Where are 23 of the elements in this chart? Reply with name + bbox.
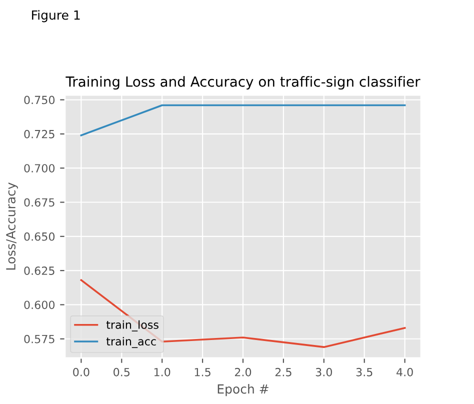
x-tick-label: 0.0 — [73, 368, 90, 376]
y-tick-label: 0.625 — [24, 266, 54, 275]
y-tick-label: 0.675 — [24, 198, 54, 207]
x-tick-label: 0.5 — [114, 368, 130, 376]
x-axis-title: Epoch # — [218, 384, 268, 396]
x-tick-label: 2.0 — [234, 368, 252, 376]
caption: Figure 1 — [32, 10, 80, 22]
y-tick-label: 0.575 — [24, 334, 54, 344]
x-tick-label: 2.5 — [275, 368, 292, 376]
legend-label: train_acc — [106, 336, 156, 348]
x-tick-label: 4.0 — [396, 368, 413, 376]
y-tick-label: 0.700 — [24, 164, 55, 172]
x-tick-label: 1.5 — [194, 368, 210, 376]
y-axis-title: Loss/Accuracy — [6, 182, 18, 270]
x-tick-label: 3.0 — [316, 368, 332, 376]
x-tick-label: 3.5 — [356, 368, 372, 376]
y-tick-label: 0.600 — [24, 300, 55, 310]
y-tick-label: 0.650 — [24, 232, 55, 241]
x-tick-label: 1.0 — [154, 368, 170, 376]
legend-label: train_loss — [106, 320, 158, 332]
y-tick-label: 0.750 — [24, 96, 55, 104]
y-tick-label: 0.725 — [24, 130, 54, 138]
chart-title: Training Loss and Accuracy on traffic-sign classifier — [66, 76, 420, 90]
